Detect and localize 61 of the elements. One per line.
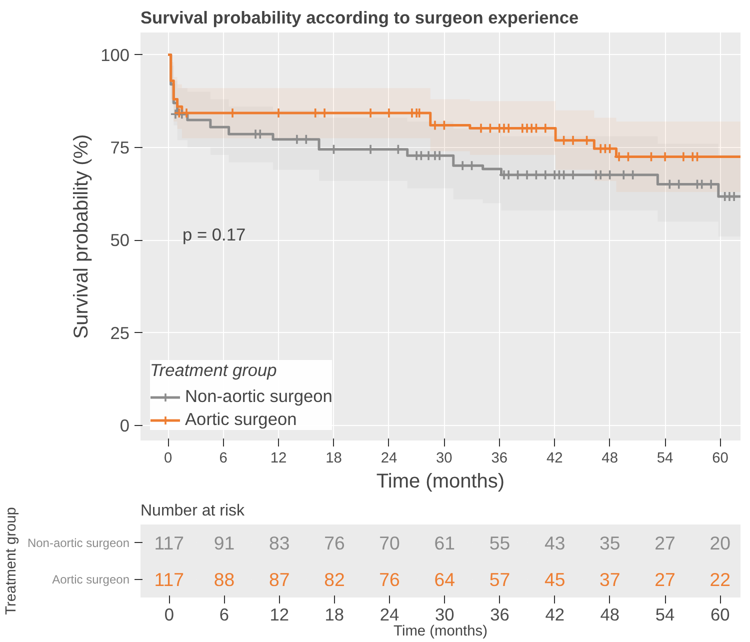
legend-label: Non-aortic surgeon <box>185 386 332 407</box>
data-label: 117 <box>154 532 184 554</box>
x-tick-label: 48 <box>602 450 618 466</box>
data-label: 64 <box>434 568 456 590</box>
data-label: 117 <box>154 568 184 590</box>
x-tick-label: 30 <box>434 604 454 624</box>
x-axis-title: Time (months) <box>394 624 488 640</box>
x-tick-label: 6 <box>219 604 230 624</box>
x-tick-label: 60 <box>712 450 728 466</box>
data-label: 37 <box>600 568 620 590</box>
x-tick-label: 42 <box>545 604 564 624</box>
y-tick-label: 0 <box>120 416 130 436</box>
annotation: p = 0.17 <box>182 224 246 245</box>
y-tick-label: 25 <box>110 322 130 343</box>
data-label: 87 <box>268 568 290 590</box>
data-label: 45 <box>544 568 566 590</box>
data-label: 55 <box>489 532 510 554</box>
chart-title: Number at risk <box>140 502 246 520</box>
data-label: 82 <box>324 568 345 590</box>
data-label: 27 <box>654 532 676 554</box>
data-label: 61 <box>434 532 456 554</box>
x-tick-label: 0 <box>164 450 172 466</box>
x-axis-title: Time (months) <box>376 470 505 492</box>
data-label: 76 <box>324 532 345 554</box>
data-label: 76 <box>379 568 400 590</box>
legend-title: Treatment group <box>150 360 278 381</box>
x-tick-label: 30 <box>436 450 452 466</box>
data-label: 57 <box>489 568 510 590</box>
x-tick-label: 54 <box>656 450 674 466</box>
y-tick-label: 50 <box>110 230 130 250</box>
x-tick-label: 6 <box>219 450 228 466</box>
x-tick-label: 24 <box>380 604 400 624</box>
x-tick-label: 36 <box>490 604 510 624</box>
x-tick-label: 12 <box>270 450 287 466</box>
data-label: 91 <box>214 532 235 554</box>
data-label: 83 <box>268 532 290 554</box>
data-label: 88 <box>214 568 235 590</box>
x-tick-label: 12 <box>270 604 289 624</box>
data-label: 20 <box>710 532 731 554</box>
y-tick-label: 100 <box>100 44 130 65</box>
x-tick-label: 18 <box>324 604 344 624</box>
chart-title: Survival probability according to surgeon experience <box>140 8 579 28</box>
y-axis-title: Survival probability (%) <box>70 134 93 339</box>
legend-label: Aortic surgeon <box>185 409 297 430</box>
x-tick-label: 54 <box>655 604 676 624</box>
x-tick-label: 0 <box>164 604 174 624</box>
data-label: 35 <box>600 532 620 554</box>
x-tick-label: 60 <box>710 604 730 624</box>
data-label: 27 <box>654 568 676 590</box>
x-tick-label: 24 <box>380 450 398 466</box>
data-label: 43 <box>544 532 566 554</box>
y-tick-label: Non-aortic surgeon <box>27 536 130 550</box>
x-tick-label: 36 <box>491 450 508 466</box>
y-tick-label: Aortic surgeon <box>52 572 130 586</box>
data-label: 70 <box>379 532 400 554</box>
y-axis-title: Treatment group <box>3 507 20 615</box>
x-tick-label: 42 <box>546 450 563 466</box>
data-label: 22 <box>710 568 731 590</box>
x-tick-label: 18 <box>326 450 342 466</box>
y-tick-label: 75 <box>110 137 130 158</box>
x-tick-label: 48 <box>600 604 620 624</box>
